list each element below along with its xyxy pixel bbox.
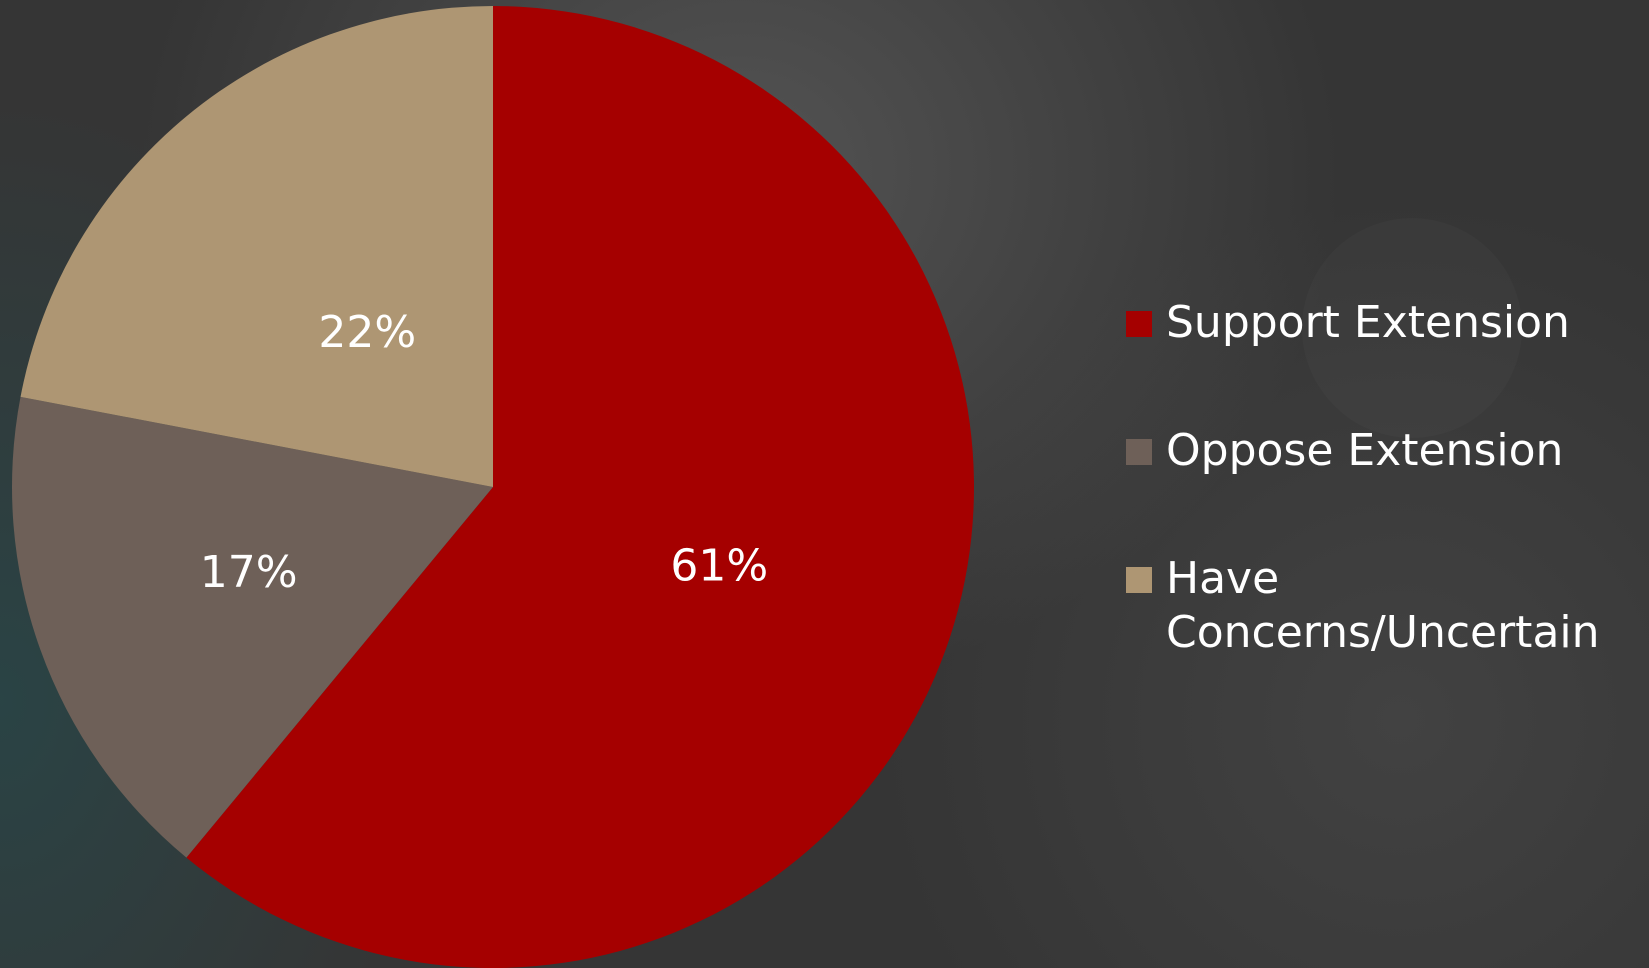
pie-slices [11, 6, 975, 968]
pie-data-labels: 61% 17% 22% [200, 307, 768, 598]
data-label-concerns: 22% [318, 307, 416, 358]
data-label-support: 61% [670, 540, 768, 591]
legend-label-support: Support Extension [1166, 297, 1570, 348]
legend-swatch-oppose [1126, 439, 1152, 465]
chart-legend: Support Extension Oppose Extension Have … [1126, 296, 1646, 734]
pie-slice-oppose [11, 396, 493, 858]
data-label-oppose: 17% [200, 547, 298, 598]
pie-slice-concerns [20, 6, 493, 487]
legend-swatch-concerns [1126, 567, 1152, 593]
legend-label-oppose: Oppose Extension [1166, 425, 1564, 476]
legend-item-support: Support Extension [1126, 296, 1646, 350]
legend-item-oppose: Oppose Extension [1126, 424, 1646, 478]
pie-slice-support [186, 6, 975, 968]
legend-label-concerns: Have Concerns/Uncertain [1166, 553, 1600, 658]
legend-swatch-support [1126, 311, 1152, 337]
legend-item-concerns: Have Concerns/Uncertain [1126, 552, 1626, 660]
